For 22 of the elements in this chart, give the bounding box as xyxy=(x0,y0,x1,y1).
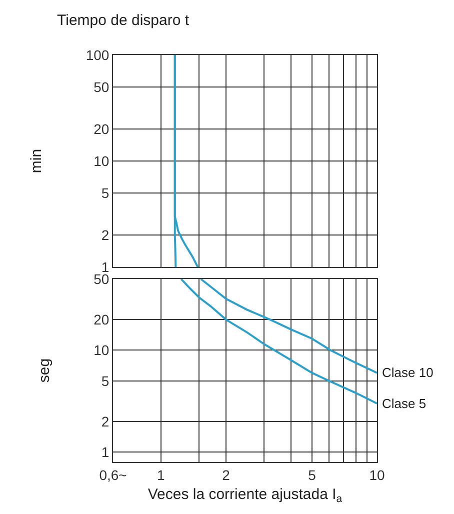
y-tick-label: 10 xyxy=(94,342,110,358)
x-tick-label: 1 xyxy=(157,466,166,483)
x-axis-title: Veces la corriente ajustada I$_{a}$ xyxy=(148,486,342,505)
y-axis-title: min xyxy=(28,148,46,174)
y-tick-label: 100 xyxy=(86,46,110,63)
y-tick-label: 20 xyxy=(94,120,110,137)
y-axis-title: seg xyxy=(36,358,53,383)
series-label: Clase 10 xyxy=(382,365,434,380)
y-tick-label: 1 xyxy=(101,444,110,460)
y-tick-label: 20 xyxy=(94,311,110,328)
series-label: Clase 5 xyxy=(382,396,426,411)
y-tick-label: 5 xyxy=(101,372,110,389)
x-tick-label: 10 xyxy=(369,466,385,483)
x-tick-label: 0,6~ xyxy=(99,466,127,483)
y-tick-label: 2 xyxy=(101,413,110,430)
y-tick-label: 2 xyxy=(101,226,110,243)
y-tick-label: 50 xyxy=(94,78,110,95)
x-tick-label: 2 xyxy=(222,466,230,483)
y-tick-label: 5 xyxy=(101,184,110,201)
x-tick-label: 5 xyxy=(308,466,316,483)
y-tick-label: 10 xyxy=(94,152,110,169)
chart-title: Tiempo de disparo t xyxy=(57,12,190,29)
